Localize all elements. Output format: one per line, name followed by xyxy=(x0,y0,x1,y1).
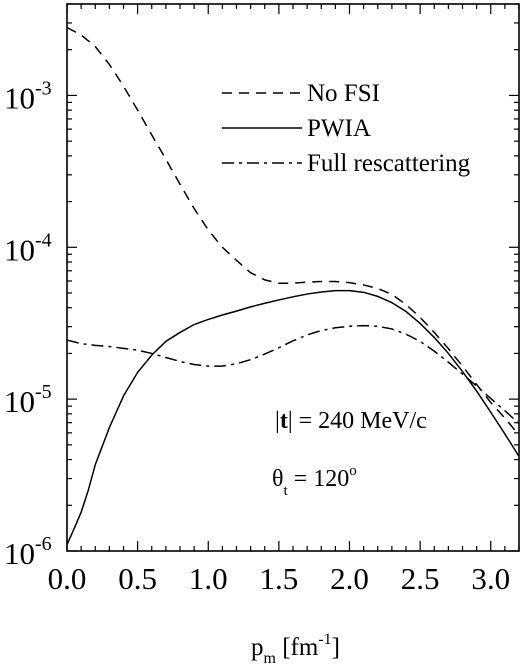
legend-label-no-fsi: No FSI xyxy=(307,80,380,107)
y-tick-label: 10-6 xyxy=(4,533,52,571)
x-tick-label: 1.5 xyxy=(260,561,299,596)
series-line-no-fsi xyxy=(66,26,520,436)
legend-label-pwia: PWIA xyxy=(307,115,371,142)
legend-label-full-rescattering: Full rescattering xyxy=(307,150,471,177)
annotation-momentum-transfer: |t| = 240 MeV/c xyxy=(275,408,427,434)
x-tick-label: 2.0 xyxy=(330,561,369,596)
y-tick-label: 10-5 xyxy=(4,381,52,419)
legend: No FSI PWIA Full rescattering xyxy=(222,80,471,177)
series-line-pwia xyxy=(66,289,520,546)
x-tick-label: 1.0 xyxy=(189,561,228,596)
plot-frame xyxy=(66,3,520,552)
annotation-angle: θt = 120o xyxy=(272,463,357,499)
y-tick-label: 10-4 xyxy=(4,229,52,267)
ticks-layer xyxy=(66,3,520,552)
labels-layer: 0.0 0.5 1.0 1.5 2.0 2.5 3.0 10-6 10-5 10-4 10-3 xyxy=(4,77,510,596)
x-tick-label: 2.5 xyxy=(401,561,440,596)
x-tick-label: 3.0 xyxy=(471,561,510,596)
x-tick-label: 0.0 xyxy=(48,561,87,596)
x-axis-label: pm [fm-1] xyxy=(251,631,340,667)
series-line-full-rescattering xyxy=(66,324,520,425)
y-tick-label: 10-3 xyxy=(4,77,52,115)
x-tick-label: 0.5 xyxy=(118,561,157,596)
curves-layer xyxy=(66,26,520,546)
